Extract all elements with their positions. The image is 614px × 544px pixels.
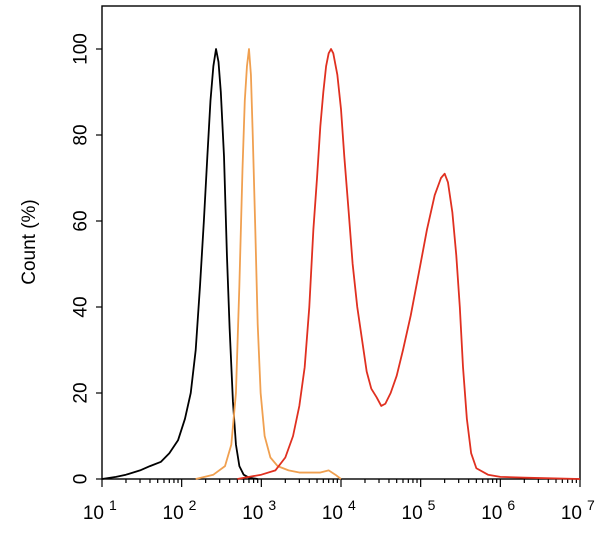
- series-line-2: [195, 48, 342, 480]
- x-tick-label-base: 10: [402, 503, 423, 524]
- x-tick-label-exponent: 6: [507, 497, 515, 513]
- x-tick-label-exponent: 5: [428, 497, 436, 513]
- x-tick-label-exponent: 1: [109, 497, 117, 513]
- x-tick-label-base: 10: [561, 503, 582, 524]
- x-tick-label-exponent: 4: [348, 497, 356, 513]
- x-tick-label-base: 10: [163, 503, 184, 524]
- x-tick-label-base: 10: [481, 503, 502, 524]
- x-axis-ticks: 10 1 10 2 10 3 10 4 10 5 10 6 10 7: [83, 479, 595, 524]
- x-tick-label-exponent: 3: [268, 497, 276, 513]
- plot-frame: [101, 5, 581, 480]
- x-tick-label-exponent: 7: [587, 497, 595, 513]
- y-tick-label: 100: [71, 33, 92, 65]
- x-tick-label-base: 10: [322, 503, 343, 524]
- y-axis-title: Count (%): [19, 199, 40, 285]
- plot-border: [101, 5, 581, 480]
- x-tick-label-base: 10: [83, 503, 104, 524]
- series-line-1: [101, 48, 258, 480]
- x-tick-label-base: 10: [242, 503, 263, 524]
- series-line-3: [237, 48, 581, 480]
- y-tick-label: 60: [71, 210, 92, 231]
- y-axis-ticks: 0 20 40 60 80 100: [71, 33, 102, 484]
- y-tick-label: 0: [71, 474, 92, 485]
- y-tick-label: 40: [71, 296, 92, 317]
- x-tick-label-exponent: 2: [189, 497, 197, 513]
- y-tick-label: 80: [71, 124, 92, 145]
- series-layer: [101, 48, 581, 480]
- y-tick-label: 20: [71, 382, 92, 403]
